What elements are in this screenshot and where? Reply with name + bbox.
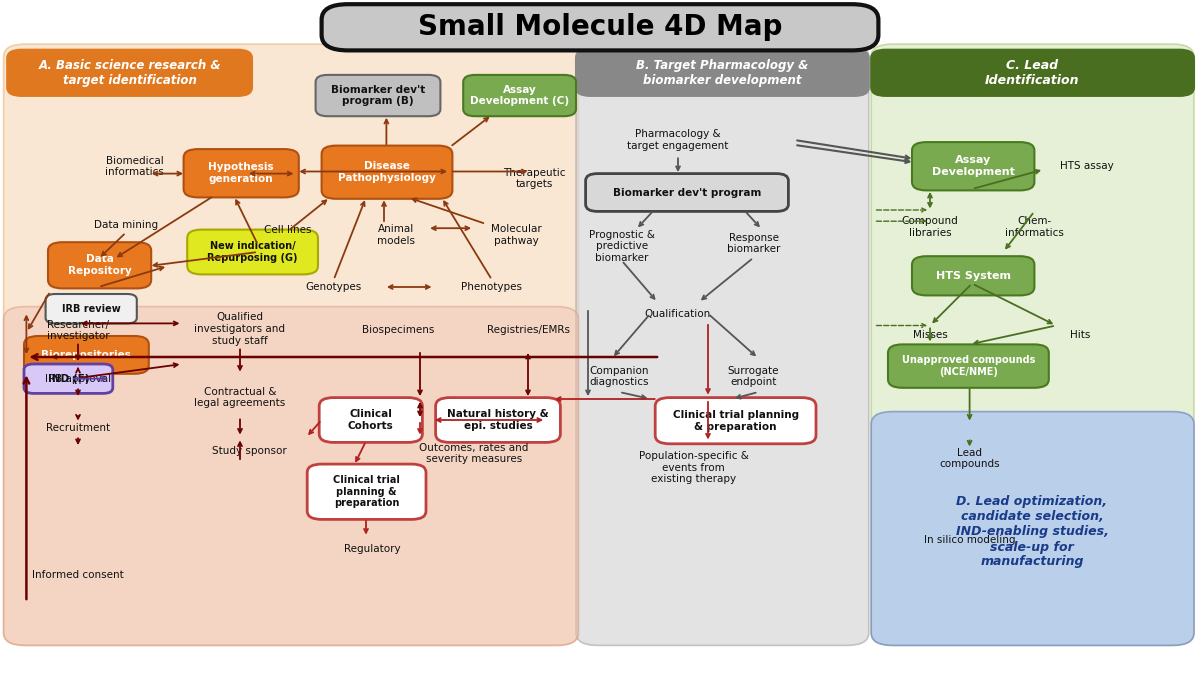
Text: Surrogate
endpoint: Surrogate endpoint	[728, 366, 779, 387]
Text: Molecular
pathway: Molecular pathway	[491, 225, 541, 246]
Text: Outcomes, rates and
severity measures: Outcomes, rates and severity measures	[419, 443, 529, 464]
Text: Clinical trial
planning &
preparation: Clinical trial planning & preparation	[334, 475, 400, 508]
Text: Cell lines: Cell lines	[264, 225, 312, 235]
Text: Clinical trial planning
& preparation: Clinical trial planning & preparation	[672, 410, 799, 431]
Text: IRB approval: IRB approval	[44, 374, 112, 384]
FancyBboxPatch shape	[871, 44, 1194, 645]
FancyBboxPatch shape	[7, 50, 252, 96]
Text: Researcher/
investigator: Researcher/ investigator	[47, 320, 109, 341]
Text: Study sponsor: Study sponsor	[212, 446, 287, 456]
Text: Population-specific &
events from
existing therapy: Population-specific & events from existi…	[638, 451, 749, 484]
Text: Lead
compounds: Lead compounds	[940, 448, 1000, 469]
Text: C. Lead
Identification: C. Lead Identification	[985, 59, 1079, 87]
Text: Prognostic &
predictive
biomarker: Prognostic & predictive biomarker	[589, 230, 655, 263]
Text: HTS System: HTS System	[936, 271, 1010, 281]
Text: IRB review: IRB review	[62, 304, 120, 314]
Text: Pharmacology &
target engagement: Pharmacology & target engagement	[628, 130, 728, 150]
FancyBboxPatch shape	[888, 344, 1049, 388]
Text: In silico modeling: In silico modeling	[924, 536, 1015, 545]
Text: Disease
Pathophysiology: Disease Pathophysiology	[338, 162, 436, 183]
FancyBboxPatch shape	[463, 75, 576, 116]
FancyBboxPatch shape	[4, 307, 578, 645]
Text: Biomarker dev't
program (B): Biomarker dev't program (B)	[331, 85, 425, 106]
Text: Informed consent: Informed consent	[32, 570, 124, 580]
FancyBboxPatch shape	[912, 256, 1034, 295]
Text: Therapeutic
targets: Therapeutic targets	[503, 168, 565, 189]
Text: Biospecimens: Biospecimens	[362, 326, 434, 335]
Text: Biomedical
informatics: Biomedical informatics	[104, 156, 164, 177]
FancyBboxPatch shape	[655, 398, 816, 444]
Text: Data mining: Data mining	[94, 220, 158, 230]
Text: Registries/EMRs: Registries/EMRs	[486, 326, 570, 335]
FancyBboxPatch shape	[24, 364, 113, 393]
FancyBboxPatch shape	[586, 174, 788, 211]
Text: B. Target Pharmacology &
biomarker development: B. Target Pharmacology & biomarker devel…	[636, 59, 809, 87]
FancyBboxPatch shape	[24, 336, 149, 374]
Text: Qualification: Qualification	[644, 309, 712, 318]
Text: Compound
libraries: Compound libraries	[901, 216, 959, 237]
Text: Response
biomarker: Response biomarker	[727, 233, 780, 254]
Text: Unapproved compounds
(NCE/NME): Unapproved compounds (NCE/NME)	[901, 356, 1036, 377]
Text: Contractual &
legal agreements: Contractual & legal agreements	[194, 387, 286, 408]
Text: Assay
Development: Assay Development	[931, 155, 1015, 177]
Text: Misses: Misses	[913, 330, 947, 340]
FancyBboxPatch shape	[871, 412, 1194, 645]
Text: Assay
Development (C): Assay Development (C)	[470, 85, 569, 106]
Text: Chem-
informatics: Chem- informatics	[1004, 216, 1064, 237]
Text: A. Basic science research &
target identification: A. Basic science research & target ident…	[38, 59, 221, 87]
Text: Biomarker dev't program: Biomarker dev't program	[613, 188, 761, 197]
FancyBboxPatch shape	[187, 230, 318, 274]
Text: Genotypes: Genotypes	[306, 282, 361, 292]
FancyBboxPatch shape	[319, 398, 422, 442]
Text: HTS assay: HTS assay	[1061, 161, 1114, 171]
Text: Companion
diagnostics: Companion diagnostics	[589, 366, 649, 387]
Text: Recruitment: Recruitment	[46, 424, 110, 433]
FancyBboxPatch shape	[316, 75, 440, 116]
FancyBboxPatch shape	[436, 398, 560, 442]
Text: Animal
models: Animal models	[377, 225, 415, 246]
Text: Hypothesis
generation: Hypothesis generation	[209, 162, 274, 184]
FancyBboxPatch shape	[912, 142, 1034, 190]
Text: New indication/
Repurposing (G): New indication/ Repurposing (G)	[208, 241, 298, 262]
FancyBboxPatch shape	[322, 146, 452, 199]
Text: Phenotypes: Phenotypes	[462, 282, 522, 292]
Text: IND (F): IND (F)	[48, 374, 89, 384]
FancyBboxPatch shape	[576, 50, 869, 96]
Text: Clinical
Cohorts: Clinical Cohorts	[348, 410, 394, 430]
Text: Biorepositories: Biorepositories	[42, 350, 131, 360]
Text: Natural history &
epi. studies: Natural history & epi. studies	[448, 410, 548, 430]
Text: Qualified
investigators and
study staff: Qualified investigators and study staff	[194, 312, 286, 346]
Text: Data
Repository: Data Repository	[67, 255, 132, 276]
Text: Hits: Hits	[1070, 330, 1090, 340]
FancyBboxPatch shape	[4, 44, 578, 645]
FancyBboxPatch shape	[184, 149, 299, 197]
FancyBboxPatch shape	[576, 44, 869, 645]
Text: Small Molecule 4D Map: Small Molecule 4D Map	[418, 13, 782, 41]
FancyBboxPatch shape	[307, 464, 426, 519]
Text: Regulatory: Regulatory	[343, 545, 401, 554]
FancyBboxPatch shape	[48, 242, 151, 288]
Text: D. Lead optimization,
candidate selection,
IND-enabling studies,
scale-up for
ma: D. Lead optimization, candidate selectio…	[955, 496, 1109, 568]
FancyBboxPatch shape	[46, 294, 137, 323]
FancyBboxPatch shape	[322, 4, 878, 50]
FancyBboxPatch shape	[871, 50, 1194, 96]
